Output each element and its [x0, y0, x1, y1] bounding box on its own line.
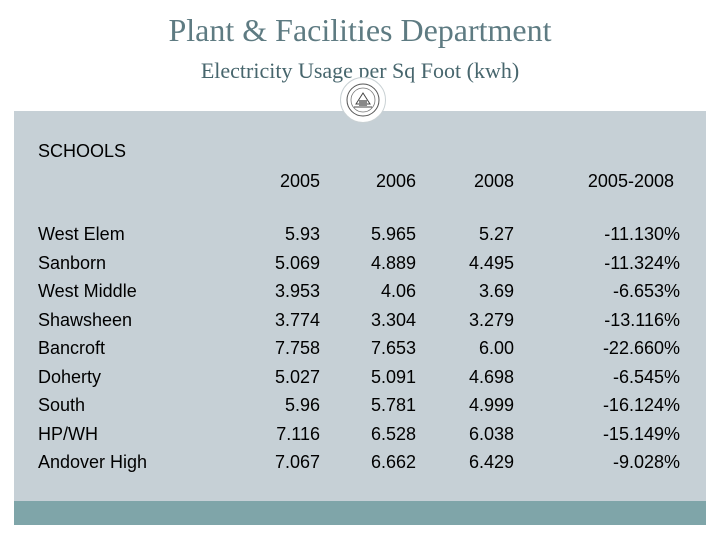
table-row: West Elem 5.93 5.965 5.27 -11.130%	[0, 224, 720, 252]
value-change: -22.660%	[602, 338, 680, 358]
value-change: -15.149%	[602, 423, 680, 444]
school-name: Sanborn	[38, 252, 107, 273]
section-label: SCHOOLS	[38, 141, 127, 161]
school-name: Andover High	[38, 452, 148, 472]
table-row: Sanborn 5.069 4.889 4.495 -11.324%	[0, 253, 720, 281]
school-name: Shawsheen	[38, 309, 133, 330]
value-2005: 7.067	[274, 452, 320, 472]
value-2008: 3.69	[478, 281, 514, 301]
value-change: -11.324%	[604, 252, 680, 273]
value-2005: 5.93	[284, 224, 320, 244]
school-name: West Middle	[38, 281, 137, 301]
value-2006: 5.091	[370, 366, 416, 387]
value-change: -6.545%	[612, 366, 680, 387]
value-2006: 3.304	[370, 309, 416, 330]
value-change: -6.653%	[612, 281, 680, 301]
value-2008: 6.00	[478, 338, 514, 358]
value-2008: 6.429	[468, 452, 514, 472]
table-row: South 5.96 5.781 4.999 -16.124%	[0, 395, 720, 423]
value-2006: 5.965	[370, 224, 416, 244]
table-row: HP/WH 7.116 6.528 6.038 -15.149%	[0, 424, 720, 452]
value-2005: 7.116	[276, 423, 320, 444]
column-header-2008: 2008	[473, 171, 514, 191]
table-row: Shawsheen 3.774 3.304 3.279 -13.116%	[0, 310, 720, 338]
value-2005: 5.069	[274, 252, 320, 273]
column-header-2006: 2006	[375, 171, 416, 191]
town-seal-icon	[340, 77, 386, 123]
value-2008: 5.27	[478, 224, 514, 244]
school-name: West Elem	[38, 224, 125, 244]
value-2006: 7.653	[370, 338, 416, 358]
value-2005: 5.027	[274, 366, 320, 387]
value-2008: 3.279	[468, 309, 514, 330]
value-2008: 4.495	[468, 252, 514, 273]
value-2006: 4.889	[370, 252, 416, 273]
table-row: Andover High 7.067 6.662 6.429 -9.028%	[0, 452, 720, 480]
value-change: -9.028%	[612, 452, 680, 472]
content-panel	[14, 111, 706, 501]
value-2008: 4.698	[468, 366, 514, 387]
value-change: -11.130%	[604, 224, 680, 244]
value-2005: 3.774	[274, 309, 320, 330]
table-row: Doherty 5.027 5.091 4.698 -6.545%	[0, 367, 720, 395]
value-2005: 7.758	[274, 338, 320, 358]
value-2006: 5.781	[370, 395, 416, 415]
table-row: Bancroft 7.758 7.653 6.00 -22.660%	[0, 338, 720, 366]
value-2006: 4.06	[380, 281, 416, 301]
footer-bar	[14, 501, 706, 525]
value-2005: 3.953	[274, 281, 320, 301]
school-name: Bancroft	[38, 338, 106, 358]
value-2006: 6.528	[370, 423, 416, 444]
school-name: HP/WH	[38, 423, 98, 444]
table-row: West Middle 3.953 4.06 3.69 -6.653%	[0, 281, 720, 309]
page-title: Plant & Facilities Department	[168, 12, 552, 48]
school-name: South	[38, 395, 86, 415]
value-2008: 4.999	[468, 395, 514, 415]
value-2005: 5.96	[284, 395, 320, 415]
column-header-2005: 2005	[279, 171, 320, 191]
value-change: -16.124%	[602, 395, 680, 415]
school-name: Doherty	[38, 366, 102, 387]
column-header-change: 2005-2008	[587, 171, 674, 191]
value-2006: 6.662	[370, 452, 416, 472]
value-change: -13.116%	[604, 309, 680, 330]
value-2008: 6.038	[468, 423, 514, 444]
